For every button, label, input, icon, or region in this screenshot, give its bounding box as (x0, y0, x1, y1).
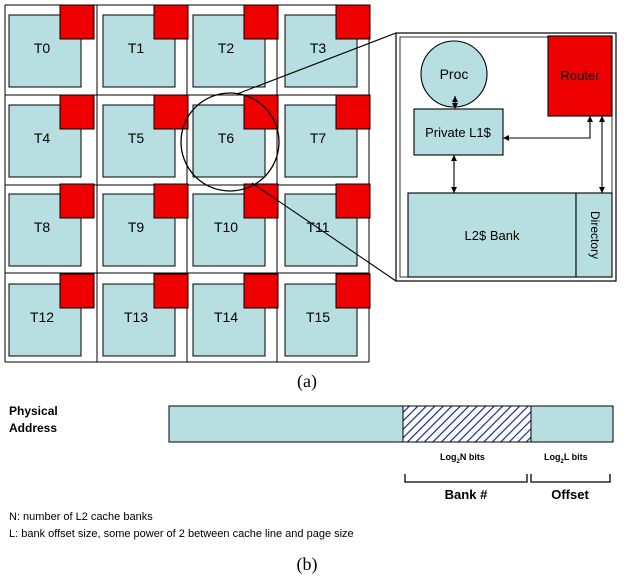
bank-bracket (404, 474, 528, 483)
caption-b: (b) (297, 554, 318, 575)
offset-label: Offset (551, 487, 589, 502)
tile-router (59, 183, 95, 219)
offset-bracket (530, 474, 611, 483)
bank-bits-width-label: Log2N bits (440, 452, 485, 465)
zoom-circle (180, 92, 280, 192)
tile-router (243, 94, 279, 130)
arrow-proc-l1 (452, 96, 458, 109)
tile-label: T0 (34, 40, 51, 56)
tile-t9: T9 (102, 183, 189, 267)
tile-label: T9 (128, 219, 145, 235)
tile-label: T5 (128, 130, 145, 146)
caption-a: (a) (297, 371, 317, 392)
arrow-l1-router (503, 116, 593, 141)
tile-t8: T8 (8, 183, 95, 267)
tile-label: T6 (218, 130, 235, 146)
tile-grid: T0 T1 T2 T3 T4 T5 T6 T7 T8 T9 T10 T11 T12 T13 T14 T15 (4, 4, 371, 363)
l2-bank-label: L2$ Bank (465, 228, 520, 243)
tile-t5: T5 (102, 94, 189, 178)
tile-router (335, 183, 371, 219)
tile-label: T11 (306, 219, 329, 235)
tile-t14: T14 (192, 273, 279, 357)
proc-label: Proc (440, 66, 469, 82)
tile-label: T12 (30, 309, 54, 325)
tile-label: T10 (214, 219, 238, 235)
address-offset-bits (530, 405, 614, 443)
tile-label: T2 (218, 40, 235, 56)
physical-address-label-line2: Address (9, 421, 57, 435)
tile-router (243, 273, 279, 309)
tile-t13: T13 (102, 273, 189, 357)
tile-t6: T6 (192, 94, 279, 178)
tile-router (59, 94, 95, 130)
zoomed-tile: Proc Router Private L1$ L2$ Bank Directo… (395, 32, 617, 282)
tile-label: T14 (214, 309, 238, 325)
l1-cache-label: Private L1$ (425, 125, 492, 140)
tile-router (153, 94, 189, 130)
tile-label: T15 (306, 309, 330, 325)
l2-bank-node (407, 192, 577, 278)
offset-bits-width-label: Log2L bits (544, 452, 588, 465)
address-bank-bits (402, 405, 532, 443)
note-n: N: number of L2 cache banks (9, 511, 153, 523)
tile-label: T7 (310, 130, 327, 146)
tile-label: T3 (310, 40, 327, 56)
directory-label: Directory (588, 211, 602, 259)
physical-address-label-line1: Physical (9, 404, 58, 418)
zoom-line-top (236, 32, 397, 95)
tile-t12: T12 (8, 273, 95, 357)
tile-router (153, 273, 189, 309)
arrow-router-directory (599, 116, 605, 193)
tile-label: T4 (34, 130, 51, 146)
tile-t4: T4 (8, 94, 95, 178)
tile-t0: T0 (8, 4, 95, 88)
tile-router (153, 183, 189, 219)
tile-t2: T2 (192, 4, 279, 88)
arrow-l1-l2 (451, 155, 457, 193)
directory-node (575, 192, 613, 278)
tile-label: T8 (34, 219, 51, 235)
address-upper-bits (168, 405, 404, 443)
tile-t7: T7 (284, 94, 371, 178)
note-l: L: bank offset size, some power of 2 bet… (9, 528, 354, 540)
tile-t10: T10 (192, 183, 279, 267)
bank-number-label: Bank # (445, 487, 488, 502)
zoom-line-bottom (251, 182, 397, 282)
tile-router (335, 4, 371, 40)
tile-router (153, 4, 189, 40)
tile-label: T13 (124, 309, 148, 325)
tile-label: T1 (128, 40, 145, 56)
router-label: Router (560, 68, 600, 83)
tile-t3: T3 (284, 4, 371, 88)
tile-router (335, 94, 371, 130)
tile-t1: T1 (102, 4, 189, 88)
tile-t11: T11 (284, 183, 371, 267)
router-node (547, 35, 613, 117)
tile-router (59, 273, 95, 309)
tile-t15: T15 (284, 273, 371, 357)
tile-router (59, 4, 95, 40)
l1-cache-node (413, 108, 504, 156)
tile-router (243, 4, 279, 40)
tile-router (335, 273, 371, 309)
